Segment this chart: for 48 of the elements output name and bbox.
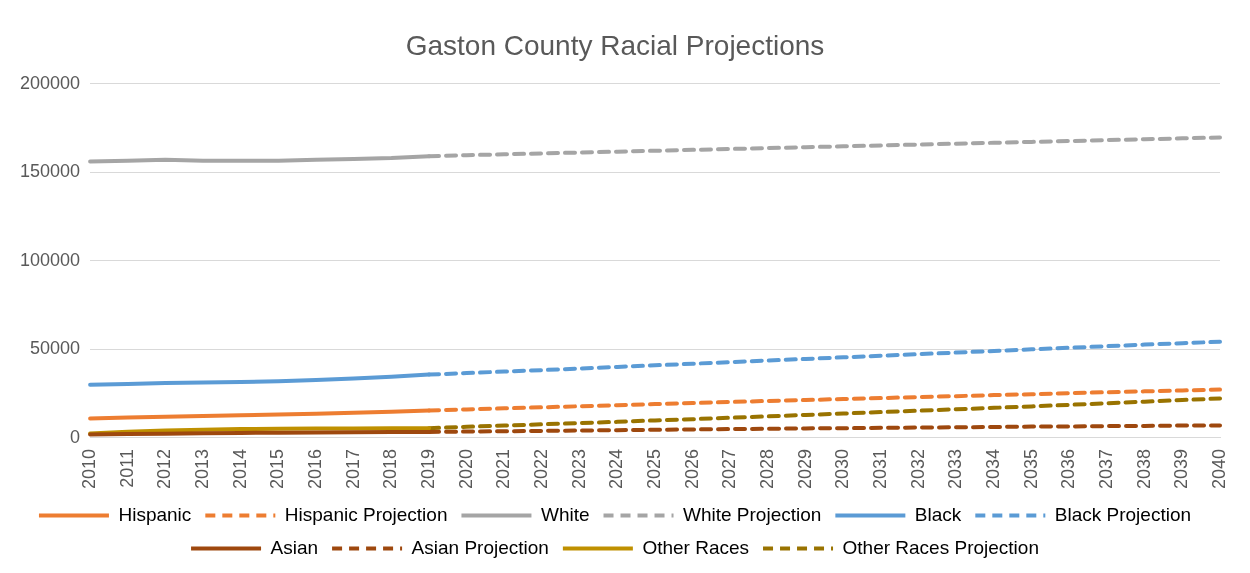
x-tick-label: 2027 xyxy=(719,448,740,489)
legend-label: Other Races Projection xyxy=(842,536,1039,558)
x-tick-label: 2018 xyxy=(380,448,401,489)
x-tick-label: 2017 xyxy=(342,448,363,489)
line-series xyxy=(427,396,1222,431)
x-tick-label: 2020 xyxy=(455,448,476,489)
x-tick-label: 2029 xyxy=(794,448,815,489)
legend-label: Black xyxy=(914,503,962,525)
x-tick-label: 2032 xyxy=(907,448,928,489)
x-tick-label: 2030 xyxy=(832,448,853,489)
legend-label: White Projection xyxy=(683,503,822,525)
legend-label: Hispanic Projection xyxy=(284,503,448,525)
y-tick-label: 100000 xyxy=(19,249,81,270)
x-tick-label: 2037 xyxy=(1095,448,1116,489)
legend-label: Hispanic xyxy=(118,503,192,525)
x-tick-label: 2024 xyxy=(606,448,627,489)
legend-label: Asian Projection xyxy=(411,536,549,558)
x-tick-label: 2016 xyxy=(305,448,326,489)
x-tick-label: 2034 xyxy=(982,448,1003,489)
y-tick-label: 200000 xyxy=(19,72,81,93)
x-tick-label: 2022 xyxy=(531,448,552,489)
x-tick-label: 2035 xyxy=(1020,448,1041,489)
x-tick-label: 2010 xyxy=(79,448,100,489)
x-tick-label: 2031 xyxy=(869,448,890,489)
legend-label: Black Projection xyxy=(1054,503,1192,525)
x-tick-label: 2025 xyxy=(644,448,664,489)
y-tick-label: 150000 xyxy=(19,161,81,182)
x-tick-label: 2040 xyxy=(1208,448,1229,489)
legend-label: White xyxy=(540,503,590,525)
x-tick-label: 2014 xyxy=(229,448,250,489)
x-tick-label: 2019 xyxy=(418,448,439,489)
x-tick-label: 2039 xyxy=(1171,448,1192,489)
x-tick-label: 2033 xyxy=(945,448,966,489)
legend-label: Other Races xyxy=(642,536,750,558)
chart-title: Gaston County Racial Projections xyxy=(405,29,825,61)
x-tick-label: 2036 xyxy=(1058,448,1079,489)
y-tick-label: 0 xyxy=(70,426,81,447)
x-tick-label: 2013 xyxy=(192,448,213,489)
x-tick-label: 2028 xyxy=(756,448,777,489)
x-tick-label: 2021 xyxy=(493,448,514,489)
x-tick-label: 2012 xyxy=(154,448,175,489)
x-tick-label: 2015 xyxy=(267,448,288,489)
x-tick-label: 2026 xyxy=(681,448,702,489)
x-tick-label: 2023 xyxy=(568,448,589,489)
x-tick-label: 2038 xyxy=(1133,448,1154,489)
legend-label: Asian xyxy=(270,536,319,558)
x-tick-label: 2011 xyxy=(116,448,137,488)
y-tick-label: 50000 xyxy=(30,338,81,359)
